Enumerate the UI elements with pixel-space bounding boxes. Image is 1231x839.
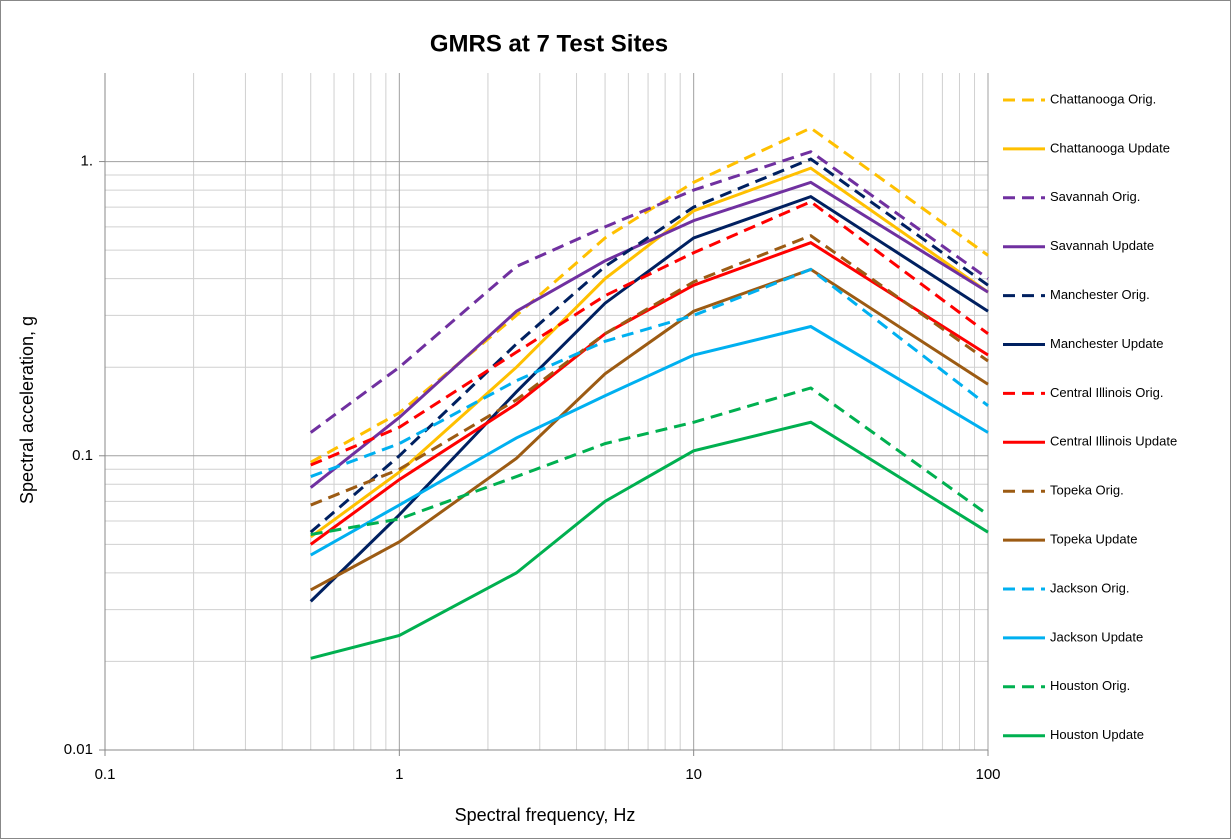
legend-label: Manchester Update [1050,336,1163,351]
legend-label: Central Illinois Update [1050,434,1177,449]
series-line [309,194,989,603]
plot-area [105,73,988,750]
y-tick-label: 1. [80,153,93,170]
x-tick-label: 10 [685,766,702,783]
x-tick-label: 0.1 [95,766,116,783]
legend-label: Central Illinois Orig. [1050,385,1163,400]
series-line [309,126,989,464]
series-line [310,233,989,507]
x-tick-label: 1 [395,766,403,783]
legend-label: Topeka Update [1050,532,1137,547]
legend-label: Topeka Orig. [1050,483,1124,498]
legend-label: Jackson Orig. [1050,580,1129,595]
y-tick-label: 0.1 [72,447,93,464]
series-line [310,267,989,478]
chart-title: GMRS at 7 Test Sites [430,30,668,57]
legend-label: Savannah Orig. [1050,189,1140,204]
series-line [310,386,989,536]
legend-label: Savannah Update [1050,238,1154,253]
legend-label: Chattanooga Update [1050,140,1170,155]
legend-label: Jackson Update [1050,629,1143,644]
series-line [309,166,989,539]
series-line [309,157,989,534]
y-tick-label: 0.01 [64,741,93,758]
legend-label: Houston Orig. [1050,678,1130,693]
series-line [310,200,989,467]
legend-label: Chattanooga Orig. [1050,91,1156,106]
legend-label: Manchester Orig. [1050,287,1150,302]
legend-label: Houston Update [1050,727,1144,742]
x-tick-label: 100 [975,766,1000,783]
series-line [309,324,989,557]
x-axis-label: Spectral frequency, Hz [455,805,636,825]
series-line [309,150,989,434]
series-line [310,420,989,660]
y-axis-label: Spectral acceleration, g [17,316,37,504]
series-line [309,180,989,489]
